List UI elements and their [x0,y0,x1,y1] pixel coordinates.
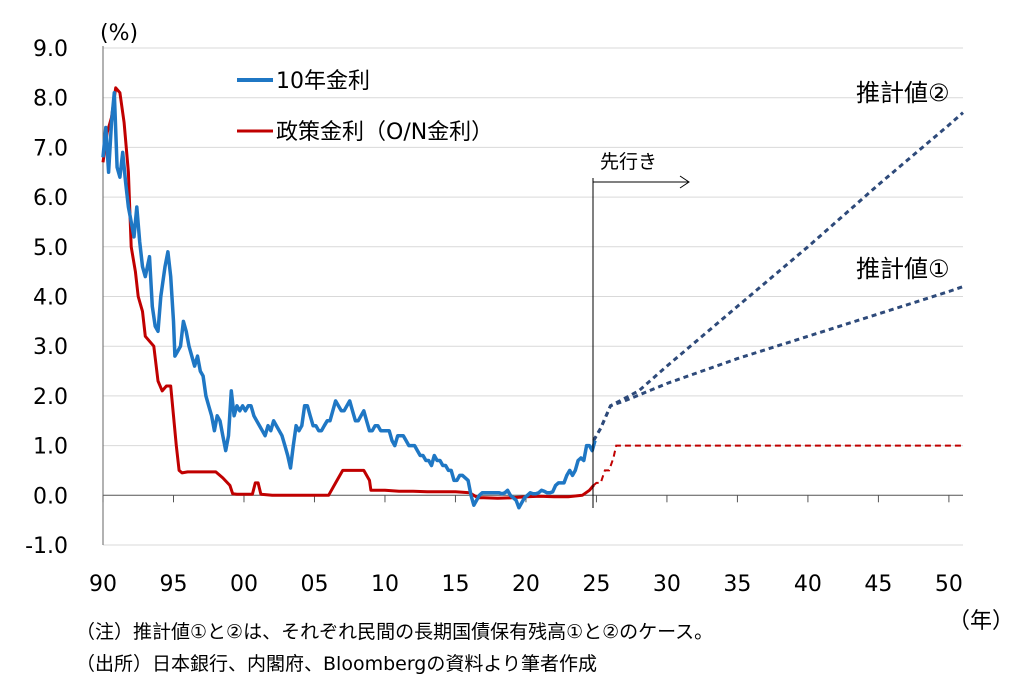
x-tick-label: 30 [653,572,681,597]
x-tick-label: 40 [794,572,822,597]
source-text: （出所）日本銀行、内閣府、Bloombergの資料より筆者作成 [76,653,597,675]
grid-lines [103,47,963,546]
y-tick-label: 7.0 [33,136,68,161]
y-tick-label: 9.0 [33,37,68,62]
y-tick-label: -1.0 [25,534,68,559]
x-tick-labels: 90 95 00 05 10 15 20 25 30 35 40 45 50 [89,495,963,597]
policy-projection-line [592,444,963,487]
x-tick-label: 45 [864,572,892,597]
y-tick-label: 5.0 [33,236,68,261]
estimate-line-2 [592,111,964,442]
y-tick-label: 2.0 [33,385,68,410]
x-tick-label: 05 [300,572,328,597]
series-line-jgb10 [101,90,597,510]
note-text: （注）推計値①と②は、それぞれ民間の長期国債保有残高①と②のケース。 [76,621,713,643]
y-tick-label: 8.0 [33,87,68,112]
y-unit-label: (%) [100,21,138,46]
x-tick-label: 25 [582,572,610,597]
annotation-estimate-1: 推計値① [856,255,950,283]
forecast-arrow-head [679,175,690,189]
legend-label-policy: 政策金利（O/N金利） [276,120,493,145]
x-tick-label: 95 [159,572,187,597]
y-tick-label: 1.0 [33,435,68,460]
y-tick-label: 4.0 [33,286,68,311]
y-tick-label: 6.0 [33,186,68,211]
y-tick-label: 3.0 [33,335,68,360]
series-lines [101,86,964,510]
forecast-marker: 先行き [592,151,690,508]
x-tick-label: 00 [230,572,258,597]
x-tick-label: 20 [512,572,540,597]
x-tick-label: 10 [371,572,399,597]
legend: 10年金利 政策金利（O/N金利） [237,69,493,145]
x-unit-label: （年） [948,609,1014,634]
x-tick-label: 50 [935,572,963,597]
forecast-label: 先行き [600,151,657,173]
legend-label-jgb10: 10年金利 [276,69,370,94]
y-tick-label: 0.0 [33,484,68,509]
x-tick-label: 15 [441,572,469,597]
y-tick-labels: 9.0 8.0 7.0 6.0 5.0 4.0 3.0 2.0 1.0 0.0 -1.0 [25,37,68,559]
annotation-estimate-2: 推計値② [856,79,950,107]
series-line-policy [101,86,595,500]
estimate-line-1 [592,285,964,442]
x-tick-label: 90 [89,572,117,597]
x-tick-label: 35 [723,572,751,597]
